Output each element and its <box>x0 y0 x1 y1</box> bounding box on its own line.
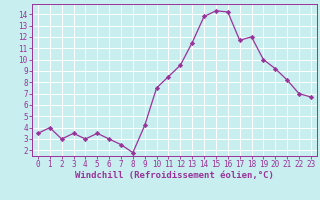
X-axis label: Windchill (Refroidissement éolien,°C): Windchill (Refroidissement éolien,°C) <box>75 171 274 180</box>
